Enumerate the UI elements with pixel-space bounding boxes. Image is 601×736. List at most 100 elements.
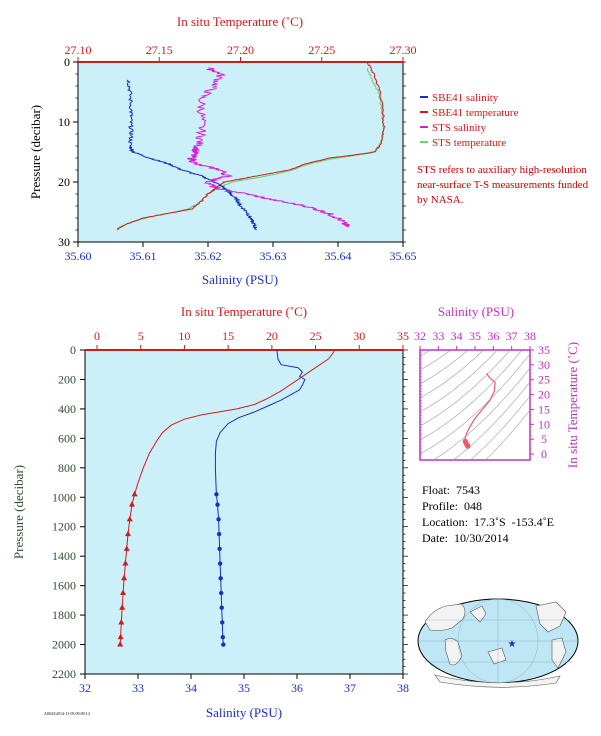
salinity-marker [219, 605, 224, 610]
main-series-salinity [214, 349, 306, 645]
top-temperature-axis-label: In situ Temperature (˚C) [177, 14, 303, 29]
top-temp-tick-label: 27.15 [146, 43, 173, 57]
main-salinity-axis-label: Salinity (PSU) [206, 705, 282, 720]
top-sal-tick-label: 35.61 [130, 249, 157, 263]
main-temp-tick-label: 10 [178, 329, 190, 343]
top-sal-tick-label: 35.62 [195, 249, 222, 263]
density-contours [420, 350, 530, 460]
temperature-marker [125, 530, 132, 537]
ts-temp-tick-label: 30 [538, 358, 550, 372]
ts-sal-tick-label: 34 [451, 329, 463, 343]
temperature-marker [123, 545, 130, 551]
top-temperature-ticks: 27.10 27.15 27.20 27.25 27.30 [65, 43, 417, 62]
main-sal-tick-label: 34 [185, 681, 197, 695]
main-temperature-axis-label: In situ Temperature (˚C) [181, 304, 307, 319]
main-temp-tick-label: 35 [397, 329, 409, 343]
top-pressure-tick-label: 20 [58, 175, 70, 189]
sts-note: STS refers to auxiliary high-resolution … [417, 164, 589, 206]
salinity-marker [218, 576, 223, 581]
main-pressure-tick-label: 1800 [52, 608, 76, 622]
main-sal-tick-label: 36 [291, 681, 303, 695]
salinity-marker [216, 517, 221, 522]
salinity-marker [214, 492, 219, 497]
ts-point [465, 443, 471, 449]
ts-temp-tick-label: 20 [538, 388, 550, 402]
main-sal-tick-label: 32 [79, 681, 91, 695]
main-pressure-tick-label: 0 [70, 343, 76, 357]
top-sal-tick-label: 35.64 [325, 249, 352, 263]
legend-entry: SBE41 temperature [432, 107, 519, 119]
footer-stamp: A0043/2014-11-05 09:09:14 [44, 711, 90, 716]
ts-sal-tick-label: 36 [487, 329, 499, 343]
top-temp-tick-label: 27.10 [65, 43, 92, 57]
ts-temp-tick-label: 35 [538, 343, 550, 357]
main-sal-tick-label: 38 [397, 681, 409, 695]
map-graticule [418, 598, 578, 684]
ts-sal-tick-label: 38 [524, 329, 536, 343]
main-pressure-tick-label: 1200 [52, 520, 76, 534]
float-info: Float: 7543 Profile: 048 Location: 17.3˚… [422, 482, 554, 546]
density-contour [470, 395, 530, 460]
density-contour [420, 353, 530, 455]
date: Date: 10/30/2014 [422, 531, 509, 545]
temperature-marker [131, 490, 138, 497]
ts-series-group [462, 372, 496, 449]
top-pressure-tick-label: 0 [64, 55, 70, 69]
density-contour [420, 350, 484, 399]
main-pressure-tick-label: 2000 [52, 638, 76, 652]
salinity-marker [217, 561, 223, 566]
ts-temp-tick-label: 5 [541, 432, 547, 446]
map-continents [424, 601, 567, 688]
ts-sal-tick-label: 32 [414, 329, 426, 343]
legend-entry: SBE41 salinity [432, 92, 499, 104]
salinity-marker [217, 546, 222, 552]
salinity-marker [215, 502, 220, 507]
location: Location: 17.3˚S -153.4˚E [422, 515, 554, 529]
top-sal-tick-label: 35.60 [65, 249, 92, 263]
density-contour [485, 409, 530, 460]
ts-sal-tick-label: 33 [432, 329, 444, 343]
main-pressure-tick-label: 200 [58, 372, 76, 386]
salinity-marker [219, 590, 224, 596]
density-contour [420, 350, 469, 385]
main-pressure-tick-label: 2200 [52, 667, 76, 681]
main-salinity-ticks: 32 33 34 35 36 37 38 [79, 674, 409, 695]
temperature-marker [122, 560, 129, 566]
temperature-marker [128, 501, 135, 507]
top-temp-tick-label: 27.25 [308, 43, 335, 57]
main-pressure-axis-label: Pressure (decibar) [11, 465, 26, 559]
profile-chart: 0 5 10 15 20 25 30 35 32 33 34 35 36 37 38 0 200 400 600… [11, 304, 409, 720]
top-temp-tick-label: 27.30 [390, 43, 417, 57]
temperature-marker [119, 604, 126, 610]
top-pressure-axis-label: Pressure (decibar) [28, 105, 43, 199]
main-sal-tick-label: 35 [238, 681, 250, 695]
main-pressure-tick-label: 1600 [52, 579, 76, 593]
temperature-marker [126, 515, 133, 522]
density-contour [432, 367, 530, 460]
top-salinity-ticks: 35.60 35.61 35.62 35.63 35.64 35.65 [65, 242, 417, 263]
top-plot-area [77, 61, 404, 243]
main-plot-area [84, 349, 404, 675]
ts-sal-tick-label: 37 [506, 329, 518, 343]
main-pressure-tick-label: 1400 [52, 549, 76, 563]
temperature-marker [117, 633, 124, 640]
density-contour [420, 350, 498, 413]
top-sal-tick-label: 35.65 [390, 249, 417, 263]
ts-salinity-ticks: 32 33 34 35 36 37 38 [414, 329, 536, 350]
top-pressure-tick-label: 10 [58, 115, 70, 129]
ts-sal-tick-label: 35 [469, 329, 481, 343]
main-temp-tick-label: 30 [353, 329, 365, 343]
main-pressure-tick-label: 1000 [52, 490, 76, 504]
legend-entry: STS temperature [432, 137, 506, 149]
top-series-sbe41-salinity [126, 79, 258, 231]
float-location-star-icon: ★ [508, 639, 517, 650]
ts-temp-tick-label: 0 [541, 447, 547, 461]
main-pressure-tick-label: 800 [58, 461, 76, 475]
main-temp-tick-label: 20 [266, 329, 278, 343]
top-temp-tick-label: 27.20 [227, 43, 254, 57]
main-temp-tick-label: 0 [94, 329, 100, 343]
ts-temp-tick-label: 10 [538, 417, 550, 431]
